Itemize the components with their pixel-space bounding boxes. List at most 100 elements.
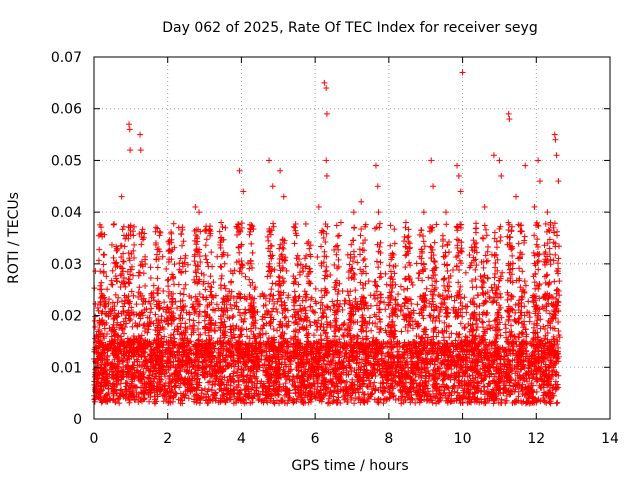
data-point xyxy=(256,330,263,337)
data-point xyxy=(360,257,367,264)
data-point xyxy=(274,308,281,315)
data-point xyxy=(450,267,457,274)
data-point xyxy=(522,282,529,289)
data-point xyxy=(195,319,202,326)
data-point xyxy=(190,317,197,324)
data-point xyxy=(425,274,432,281)
data-point xyxy=(174,323,181,330)
data-point xyxy=(525,298,532,305)
data-point xyxy=(461,294,468,301)
data-point xyxy=(185,395,192,402)
data-point xyxy=(116,400,123,407)
data-point xyxy=(165,283,172,290)
data-point xyxy=(414,301,421,308)
data-point xyxy=(382,306,389,313)
data-point xyxy=(210,279,217,286)
data-point xyxy=(475,292,482,299)
data-point xyxy=(368,327,375,334)
data-point xyxy=(148,305,155,312)
data-point xyxy=(104,286,111,293)
data-point xyxy=(365,278,372,285)
data-point xyxy=(94,305,101,312)
data-point xyxy=(273,306,280,313)
data-point xyxy=(264,338,271,345)
data-point xyxy=(462,269,469,276)
data-point xyxy=(345,292,352,299)
data-point xyxy=(153,251,160,258)
chart-title: Day 062 of 2025, Rate Of TEC Index for r… xyxy=(162,20,537,36)
data-point xyxy=(512,309,519,316)
data-point xyxy=(230,313,237,320)
data-point xyxy=(286,376,293,383)
data-point xyxy=(459,305,466,312)
data-point xyxy=(314,254,321,261)
data-point xyxy=(398,328,405,335)
data-point xyxy=(529,375,536,382)
data-point xyxy=(343,367,350,374)
data-point xyxy=(497,356,504,363)
data-point xyxy=(502,325,509,332)
data-point xyxy=(282,380,289,387)
data-point xyxy=(161,299,168,306)
data-point xyxy=(352,395,359,402)
data-point xyxy=(358,356,365,363)
data-point xyxy=(282,313,289,320)
data-point xyxy=(354,259,361,266)
data-point xyxy=(160,288,167,295)
data-point xyxy=(245,394,252,401)
data-point xyxy=(499,269,506,276)
data-point xyxy=(354,332,361,339)
data-point xyxy=(392,396,399,403)
data-point xyxy=(312,285,319,292)
data-point xyxy=(317,332,324,339)
data-point xyxy=(228,278,235,285)
data-point xyxy=(133,301,140,308)
data-point xyxy=(242,273,249,280)
data-point xyxy=(404,327,411,334)
data-point xyxy=(554,399,561,406)
data-point xyxy=(175,396,182,403)
data-point xyxy=(249,264,256,271)
data-point xyxy=(535,266,542,273)
data-point xyxy=(502,321,509,328)
data-point xyxy=(451,297,458,304)
data-point xyxy=(463,309,470,316)
data-point xyxy=(147,309,154,316)
data-point xyxy=(186,316,193,323)
data-point xyxy=(505,316,512,323)
data-point xyxy=(196,253,203,260)
data-point xyxy=(260,322,267,329)
data-point xyxy=(157,348,164,355)
data-point xyxy=(147,275,154,282)
data-point xyxy=(207,273,214,280)
data-point xyxy=(553,400,560,407)
data-point xyxy=(171,261,178,268)
data-point xyxy=(246,265,253,272)
data-point xyxy=(103,273,110,280)
data-point xyxy=(310,308,317,315)
data-point xyxy=(486,293,493,300)
data-point xyxy=(209,263,216,270)
data-point xyxy=(274,327,281,334)
data-point xyxy=(342,350,349,357)
data-point xyxy=(95,257,102,264)
data-point xyxy=(423,285,430,292)
data-point xyxy=(406,321,413,328)
data-point xyxy=(270,305,277,312)
data-point xyxy=(214,253,221,260)
data-point xyxy=(420,315,427,322)
data-point xyxy=(481,383,488,390)
data-point xyxy=(146,398,153,405)
data-point xyxy=(340,321,347,328)
data-point xyxy=(120,303,127,310)
data-point xyxy=(477,273,484,280)
data-point xyxy=(106,296,113,303)
data-point xyxy=(466,251,473,258)
data-point xyxy=(263,330,270,337)
data-point xyxy=(454,389,461,396)
data-point xyxy=(212,328,219,335)
data-point xyxy=(395,291,402,298)
grid-lines xyxy=(94,57,610,419)
data-point xyxy=(351,400,358,407)
